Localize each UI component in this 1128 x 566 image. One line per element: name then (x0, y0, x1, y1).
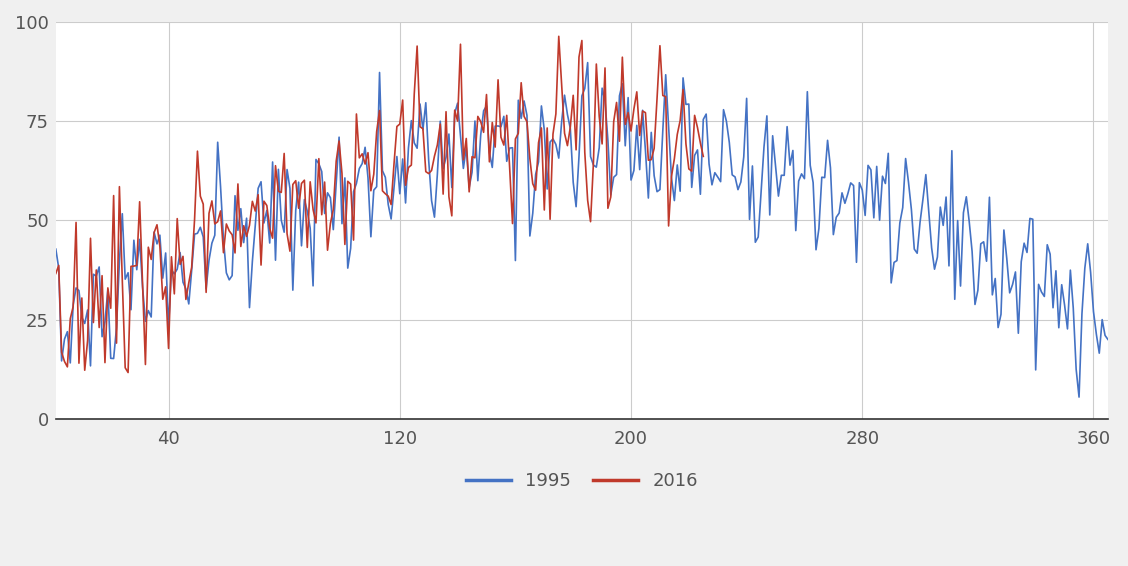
Legend: 1995, 2016: 1995, 2016 (459, 465, 705, 497)
